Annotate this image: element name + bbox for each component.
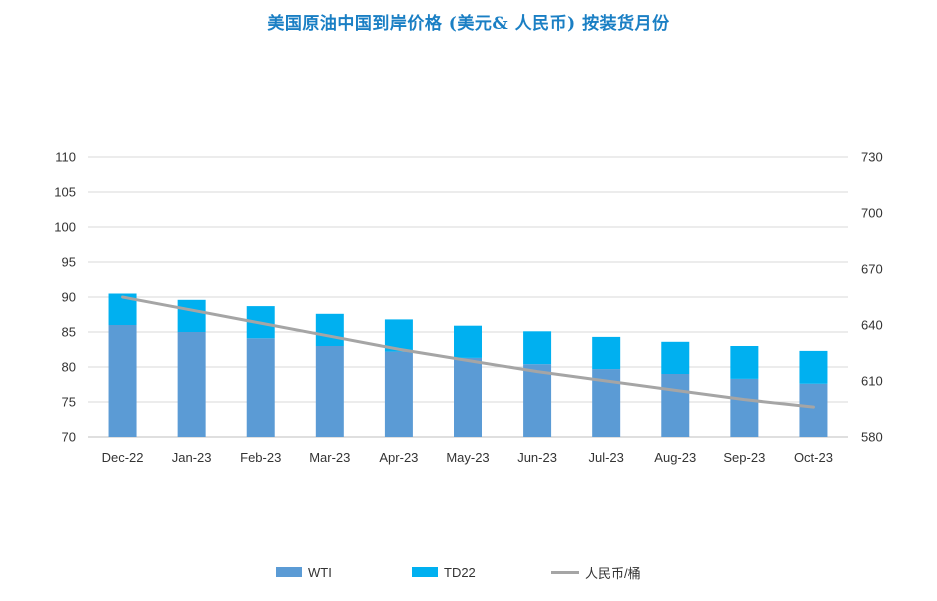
y2-tick-label: 700 (861, 206, 883, 221)
x-tick-label: Mar-23 (309, 450, 350, 465)
y-tick-label: 70 (62, 430, 76, 445)
legend: WTI TD22 人民币/桶 (0, 560, 937, 584)
chart-title: 美国原油中国到岸价格 (美元& 人民币) 按装货月份 (267, 14, 670, 34)
x-tick-label: Aug-23 (654, 450, 696, 465)
y2-tick-label: 670 (861, 262, 883, 277)
bar-wti (799, 383, 828, 437)
y2-tick-label: 580 (861, 430, 883, 445)
bar-td22 (592, 336, 621, 370)
bar-td22 (661, 341, 690, 374)
line-series (121, 295, 815, 409)
y-tick-label: 95 (62, 255, 76, 270)
y2-tick-label: 730 (861, 150, 883, 165)
bar-wti (454, 357, 482, 437)
bar-wti (177, 332, 206, 437)
x-axis: Dec-22 Jan-23 Feb-23 Mar-23 Apr-23 May-23 Jun-… (102, 450, 833, 465)
y-tick-label: 85 (62, 325, 76, 340)
bar-td22 (177, 299, 206, 332)
y-tick-label: 110 (55, 150, 76, 165)
legend-swatch-wti (276, 567, 302, 577)
bar-wti (661, 374, 690, 437)
x-tick-label: Apr-23 (379, 450, 418, 465)
line-rmb (121, 295, 815, 409)
bar-td22 (730, 346, 759, 379)
x-tick-label: May-23 (446, 450, 489, 465)
x-tick-label: Jul-23 (588, 450, 623, 465)
bar-wti (315, 346, 344, 437)
legend-label-td22: TD22 (444, 564, 476, 580)
y-tick-label: 80 (62, 360, 76, 375)
y2-tick-label: 610 (861, 374, 883, 389)
bar-td22 (523, 331, 552, 365)
x-tick-label: Oct-23 (794, 450, 833, 465)
x-tick-label: Jan-23 (172, 450, 212, 465)
legend-item-rmb: 人民币/桶 (551, 560, 641, 584)
bar-wti (384, 351, 413, 437)
y-axis-left: 70 75 80 85 90 95 100 105 110 (54, 150, 76, 445)
bar-wti (523, 364, 552, 437)
bar-wti (730, 378, 759, 437)
legend-label-rmb: 人民币/桶 (585, 565, 641, 581)
y-tick-label: 75 (62, 395, 76, 410)
y-axis-right: 580 610 640 670 700 730 (861, 150, 883, 445)
legend-item-wti: WTI (276, 560, 332, 584)
y2-tick-label: 640 (861, 318, 883, 333)
y-tick-label: 105 (54, 185, 76, 200)
x-tick-label: Feb-23 (240, 450, 281, 465)
y-tick-label: 100 (54, 220, 76, 235)
legend-label-wti: WTI (308, 564, 332, 580)
x-tick-label: Sep-23 (723, 450, 765, 465)
x-tick-label: Jun-23 (517, 450, 557, 465)
bar-td22 (799, 350, 828, 384)
bar-wti (246, 338, 275, 437)
legend-line-rmb (551, 570, 579, 574)
bars (108, 293, 828, 437)
bar-td22 (454, 325, 482, 358)
legend-swatch-td22 (412, 567, 438, 577)
bar-wti (108, 325, 137, 437)
legend-item-td22: TD22 (412, 560, 476, 584)
y-tick-label: 90 (62, 290, 76, 305)
bar-td22 (315, 313, 344, 346)
x-tick-label: Dec-22 (102, 450, 144, 465)
